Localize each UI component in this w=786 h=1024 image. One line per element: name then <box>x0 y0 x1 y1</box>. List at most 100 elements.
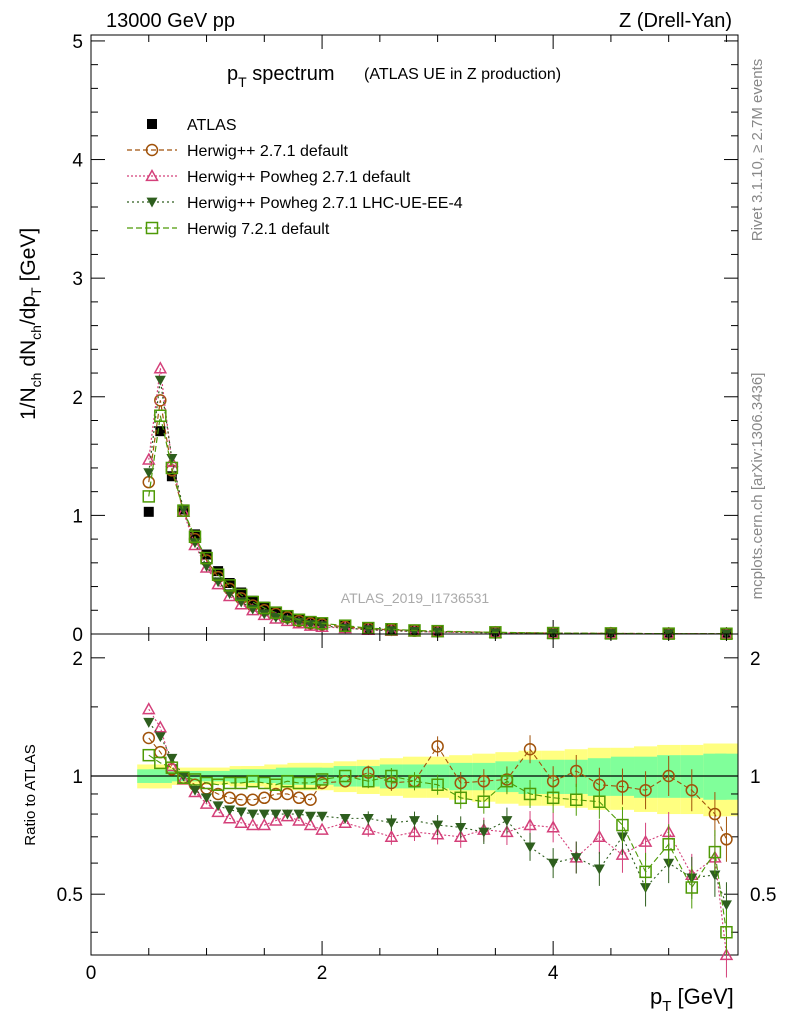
ratio-point <box>407 824 422 838</box>
ratio-point <box>257 818 272 831</box>
ratio-point <box>523 787 537 801</box>
main-series-line <box>148 415 727 635</box>
ratio-ytick-label: 2 <box>72 649 83 670</box>
ratio-point <box>292 813 306 826</box>
ratio-point <box>166 753 178 764</box>
ratio-point <box>222 811 237 824</box>
header-left: 13000 GeV pp <box>106 10 235 32</box>
ratio-point <box>615 847 630 860</box>
main-point <box>489 628 501 639</box>
ratio-ylabel: Ratio to ATLAS <box>22 744 39 845</box>
mcplots-label: mcplots.cern.ch [arXiv:1306.3436] <box>749 373 766 600</box>
main-point <box>177 504 190 517</box>
main-ytick-label: 0 <box>72 625 83 646</box>
ratio-point <box>305 811 317 822</box>
main-point <box>154 394 167 407</box>
ratio-point <box>361 822 376 835</box>
main-ylabel: 1/Nch dNch/dpT [GeV] <box>17 228 44 420</box>
main-point <box>247 595 258 606</box>
ratio-point <box>304 793 317 807</box>
main-point <box>141 452 156 465</box>
ratio-point <box>201 793 213 804</box>
ratio-point <box>362 813 374 824</box>
main-point <box>155 426 166 437</box>
legend-marker <box>145 143 159 157</box>
ratio-point <box>500 774 514 788</box>
ratio-point <box>258 809 270 820</box>
ratio-point <box>639 783 652 797</box>
legend-label: Herwig++ Powheg 2.7.1 LHC-UE-EE-4 <box>187 195 463 212</box>
plot-title-sub: T <box>238 74 247 90</box>
header-right: Z (Drell-Yan) <box>619 10 732 32</box>
main-point <box>165 454 179 468</box>
ratio-ytick-label-right: 2 <box>750 649 761 670</box>
ratio-frame <box>90 633 739 956</box>
ratio-point <box>315 822 329 835</box>
ratio-point <box>431 778 444 792</box>
ratio-point <box>501 816 513 827</box>
ratio-point <box>432 820 444 831</box>
ratio-ytick-label-right: 0.5 <box>750 885 776 906</box>
ratio-point <box>281 787 294 801</box>
ratio-point <box>638 834 653 847</box>
ratio-point <box>234 815 248 828</box>
main-point <box>385 623 398 636</box>
ratio-ytick-label-right: 1 <box>750 767 761 788</box>
main-point <box>432 627 444 638</box>
ratio-point <box>247 809 259 820</box>
ratio-point <box>616 780 629 793</box>
ratio-point <box>593 795 606 808</box>
ratio-point <box>455 822 467 833</box>
ratio-ytick-label: 1 <box>72 767 83 788</box>
main-point <box>224 589 236 600</box>
main-point <box>211 568 225 581</box>
ratio-band-green <box>714 753 738 800</box>
xlabel: pT [GeV] <box>650 984 734 1015</box>
ratio-series-line <box>148 754 727 933</box>
ratio-point <box>570 764 583 778</box>
ratio-point <box>430 827 445 840</box>
analysis-label: ATLAS_2019_I1736531 <box>341 590 490 606</box>
ratio-point <box>362 774 375 788</box>
ratio-point <box>719 947 734 961</box>
xtick-label: 4 <box>548 963 559 984</box>
ratio-point <box>224 805 236 816</box>
main-ytick-label: 1 <box>72 506 83 527</box>
main-point <box>223 579 236 592</box>
main-point <box>281 615 293 626</box>
main-point <box>200 551 213 565</box>
main-point <box>280 613 295 627</box>
ratio-point <box>409 816 420 827</box>
legend: ATLAS Herwig++ 2.7.1 default Herwig++ Powh… <box>127 117 463 238</box>
main-point <box>201 561 213 572</box>
main-point <box>166 454 178 464</box>
ratio-series-line <box>148 721 727 905</box>
ratio-band-green <box>518 759 542 794</box>
ratio-point <box>478 827 490 838</box>
ratio-point <box>662 769 675 783</box>
ratio-point <box>142 731 156 745</box>
ratio-series-line <box>148 737 727 840</box>
xtick-label: 2 <box>317 963 328 984</box>
ratio-point <box>245 818 260 831</box>
ratio-point <box>500 824 514 838</box>
ratio-point <box>269 813 283 826</box>
ratio-point <box>270 809 282 820</box>
ratio-point <box>570 853 582 864</box>
legend-marker <box>145 168 159 182</box>
main-point <box>258 609 270 620</box>
ratio-point <box>303 818 318 831</box>
main-point <box>153 361 168 374</box>
legend-label: ATLAS <box>187 117 237 134</box>
ratio-point <box>523 742 537 756</box>
main-point <box>165 461 179 475</box>
main-point <box>338 619 352 632</box>
ratio-point <box>338 769 352 783</box>
ratio-point <box>477 774 491 788</box>
ratio-point <box>639 865 652 879</box>
main-point <box>270 606 281 617</box>
main-point <box>143 506 154 517</box>
plot-title: pT spectrum <box>227 63 335 90</box>
ratio-point <box>339 813 351 824</box>
ratio-point <box>338 815 352 828</box>
